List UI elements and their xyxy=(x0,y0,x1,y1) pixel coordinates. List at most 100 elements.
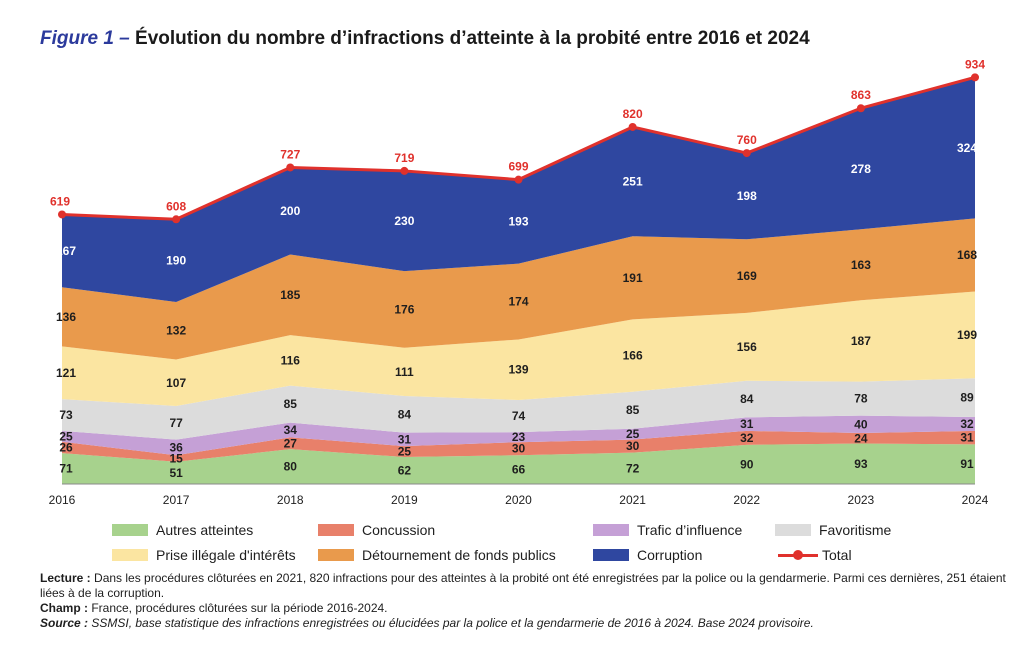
data-label-prise-illegale-d-interets: 199 xyxy=(957,328,977,342)
data-label-favoritisme: 89 xyxy=(960,391,974,405)
x-tick-label: 2023 xyxy=(848,493,875,507)
data-label-concussion: 32 xyxy=(740,431,754,445)
legend-label: Concussion xyxy=(362,522,436,538)
data-label-corruption: 198 xyxy=(737,189,757,203)
area-favoritisme xyxy=(62,378,975,440)
stacked-area-chart: 2016 2017 2018 2019 2020 2021 2022 2023 2024 71 51… xyxy=(49,57,989,507)
chart-title: Figure 1 – Évolution du nombre d’infract… xyxy=(40,28,810,50)
data-label-detournement-de-fonds-publics: 191 xyxy=(623,271,643,285)
data-label-trafic-d-influence: 34 xyxy=(284,423,298,437)
x-tick-label: 2018 xyxy=(277,493,304,507)
data-label-prise-illegale-d-interets: 121 xyxy=(56,366,76,380)
lecture-text: Dans les procédures clôturées en 2021, 8… xyxy=(40,571,1006,600)
area-layers xyxy=(62,77,975,484)
legend-item-prise-illegale-d-interets: Prise illégale d'intérêts xyxy=(112,547,296,563)
data-label-trafic-d-influence: 25 xyxy=(59,429,73,443)
data-label-autres-atteintes: 93 xyxy=(854,457,868,471)
data-label-corruption: 167 xyxy=(56,244,76,258)
lecture-note: Lecture : Dans les procédures clôturées … xyxy=(40,571,1015,601)
total-point xyxy=(400,166,409,175)
data-label-trafic-d-influence: 25 xyxy=(626,427,640,441)
source-text: SSMSI, base statistique des infractions … xyxy=(88,616,814,630)
legend-label: Favoritisme xyxy=(819,522,892,538)
total-point xyxy=(628,122,637,131)
legend-item-corruption: Corruption xyxy=(593,547,702,563)
x-tick-label: 2019 xyxy=(391,493,418,507)
data-label-prise-illegale-d-interets: 107 xyxy=(166,376,186,390)
total-label: 608 xyxy=(166,199,186,213)
data-label-concussion: 15 xyxy=(169,452,183,466)
data-label-autres-atteintes: 66 xyxy=(512,463,526,477)
legend-swatch xyxy=(593,524,629,536)
data-label-concussion: 30 xyxy=(512,442,526,456)
data-label-concussion: 24 xyxy=(854,431,868,445)
data-label-trafic-d-influence: 40 xyxy=(854,417,868,431)
legend-item-detournement-de-fonds-publics: Détournement de fonds publics xyxy=(318,547,556,563)
legend-swatch xyxy=(593,549,629,561)
data-label-favoritisme: 77 xyxy=(169,416,183,430)
data-label-autres-atteintes: 72 xyxy=(626,461,640,475)
legend-swatch xyxy=(112,524,148,536)
source-note: Source : SSMSI, base statistique des inf… xyxy=(40,616,1015,631)
x-tick-label: 2017 xyxy=(163,493,190,507)
data-label-concussion: 26 xyxy=(59,440,73,454)
legend-label: Corruption xyxy=(637,547,703,563)
legend-item-favoritisme: Favoritisme xyxy=(775,522,891,538)
x-tick-label: 2022 xyxy=(733,493,760,507)
data-label-corruption: 278 xyxy=(851,162,871,176)
data-label-corruption: 193 xyxy=(508,215,528,229)
data-label-detournement-de-fonds-publics: 169 xyxy=(737,269,757,283)
x-tick-label: 2024 xyxy=(962,493,989,507)
legend-item-autres-atteintes: Autres atteintes xyxy=(112,522,253,538)
data-label-trafic-d-influence: 31 xyxy=(740,417,754,431)
data-label-autres-atteintes: 51 xyxy=(169,466,183,480)
total-label: 760 xyxy=(737,133,757,147)
data-label-favoritisme: 84 xyxy=(398,407,412,421)
data-label-concussion: 27 xyxy=(284,436,298,450)
area-corruption xyxy=(62,77,975,302)
total-point xyxy=(172,215,181,224)
area-trafic-d-influence xyxy=(62,415,975,456)
data-label-detournement-de-fonds-publics: 168 xyxy=(957,248,977,262)
x-tick-label: 2016 xyxy=(49,493,76,507)
total-label: 619 xyxy=(50,194,70,208)
total-point xyxy=(514,175,523,184)
data-label-favoritisme: 73 xyxy=(59,408,73,422)
total-point xyxy=(856,104,865,113)
data-label-favoritisme: 74 xyxy=(512,409,526,423)
legend-swatch xyxy=(318,524,354,536)
data-label-concussion: 25 xyxy=(398,445,412,459)
total-point xyxy=(742,149,751,158)
champ-note: Champ : France, procédures clôturées sur… xyxy=(40,601,1015,616)
area-autres-atteintes xyxy=(62,443,975,484)
total-point xyxy=(58,210,66,219)
legend-swatch xyxy=(112,549,148,561)
legend-item-total: Total xyxy=(778,547,852,563)
champ-text: France, procédures clôturées sur la péri… xyxy=(88,601,388,615)
data-label-prise-illegale-d-interets: 166 xyxy=(623,349,643,363)
data-label-autres-atteintes: 90 xyxy=(740,457,754,471)
data-label-detournement-de-fonds-publics: 132 xyxy=(166,324,186,338)
legend-swatch xyxy=(775,524,811,536)
total-label: 699 xyxy=(508,160,528,174)
data-label-autres-atteintes: 91 xyxy=(960,457,974,471)
total-point xyxy=(971,73,979,82)
source-label: Source : xyxy=(40,616,89,630)
legend-label: Total xyxy=(822,547,852,563)
data-label-favoritisme: 78 xyxy=(854,392,868,406)
chart-notes: Lecture : Dans les procédures clôturées … xyxy=(40,571,1015,631)
data-label-favoritisme: 85 xyxy=(626,403,640,417)
area-concussion xyxy=(62,430,975,462)
data-label-corruption: 230 xyxy=(394,214,414,228)
data-label-prise-illegale-d-interets: 116 xyxy=(281,353,301,367)
lecture-label: Lecture : xyxy=(40,571,91,585)
data-label-prise-illegale-d-interets: 111 xyxy=(395,365,414,379)
legend-item-trafic-d-influence: Trafic d’influence xyxy=(593,522,742,538)
data-label-trafic-d-influence: 31 xyxy=(398,432,412,446)
x-tick-label: 2021 xyxy=(619,493,646,507)
data-label-favoritisme: 84 xyxy=(740,392,754,406)
data-label-corruption: 251 xyxy=(623,175,643,189)
legend-swatch-line xyxy=(778,549,818,561)
area-prise-illegale-d-interets xyxy=(62,291,975,407)
